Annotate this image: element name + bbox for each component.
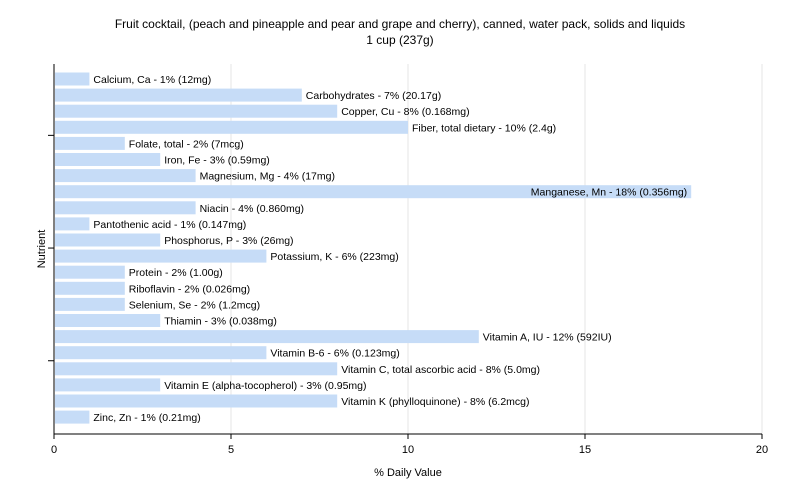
bar-label: Carbohydrates - 7% (20.17g) <box>306 90 441 102</box>
x-tick-label: 10 <box>402 444 414 456</box>
x-tick-label: 20 <box>756 444 768 456</box>
bar-label: Vitamin K (phylloquinone) - 8% (6.2mcg) <box>341 396 529 408</box>
bar <box>55 185 692 199</box>
bar-label: Niacin - 4% (0.860mg) <box>200 203 304 215</box>
x-axis-label: % Daily Value <box>374 467 442 479</box>
x-tick-label: 5 <box>228 444 234 456</box>
bar-label: Vitamin B-6 - 6% (0.123mg) <box>270 348 399 360</box>
bar-label: Vitamin A, IU - 12% (592IU) <box>483 332 612 344</box>
bar-labels: Calcium, Ca - 1% (12mg) Carbohydrates - 7… <box>93 74 687 424</box>
bar <box>55 249 267 263</box>
bar <box>55 72 90 86</box>
bar <box>55 330 479 344</box>
bar-label: Fiber, total dietary - 10% (2.4g) <box>412 122 556 134</box>
bar-label: Iron, Fe - 3% (0.59mg) <box>164 155 270 167</box>
chart-title: Fruit cocktail, (peach and pineapple and… <box>115 17 685 31</box>
bar <box>55 153 161 166</box>
bar <box>55 346 267 360</box>
bar <box>55 169 196 183</box>
bar <box>55 297 125 311</box>
bar <box>55 136 125 150</box>
x-tick-label: 0 <box>51 444 57 456</box>
bar <box>55 410 90 424</box>
bar-label: Vitamin E (alpha-tocopherol) - 3% (0.95m… <box>164 380 366 392</box>
bar <box>55 217 90 231</box>
bar <box>55 362 338 376</box>
y-axis-label: Nutrient <box>36 230 48 269</box>
bar <box>55 233 161 247</box>
bar-label: Phosphorus, P - 3% (26mg) <box>164 235 293 247</box>
bar-label: Calcium, Ca - 1% (12mg) <box>93 74 211 86</box>
bars <box>55 72 692 424</box>
bar-label: Copper, Cu - 8% (0.168mg) <box>341 106 469 118</box>
bar-label: Vitamin C, total ascorbic acid - 8% (5.0… <box>341 364 540 376</box>
bar <box>55 265 125 279</box>
bar-label: Riboflavin - 2% (0.026mg) <box>129 283 250 295</box>
axes: 0 5 10 15 20 <box>48 64 768 456</box>
bar-label: Thiamin - 3% (0.038mg) <box>164 316 277 328</box>
bar-label: Folate, total - 2% (7mcg) <box>129 138 244 150</box>
bar <box>55 394 338 408</box>
chart-subtitle: 1 cup (237g) <box>366 33 433 47</box>
bar-label: Selenium, Se - 2% (1.2mcg) <box>129 299 260 311</box>
bar <box>55 378 161 392</box>
bar-label: Manganese, Mn - 18% (0.356mg) <box>531 187 687 199</box>
bar <box>55 104 338 118</box>
x-tick-label: 15 <box>579 444 591 456</box>
bar-label: Potassium, K - 6% (223mg) <box>270 251 398 263</box>
bar <box>55 314 161 327</box>
bar-label: Pantothenic acid - 1% (0.147mg) <box>93 219 246 231</box>
grid-lines <box>230 64 763 434</box>
bar <box>55 120 408 134</box>
bar <box>55 281 125 295</box>
bar-label: Zinc, Zn - 1% (0.21mg) <box>93 412 200 424</box>
bar-label: Magnesium, Mg - 4% (17mg) <box>200 171 335 183</box>
bar <box>55 201 196 215</box>
bar <box>55 88 302 102</box>
bar-label: Protein - 2% (1.00g) <box>129 267 223 279</box>
